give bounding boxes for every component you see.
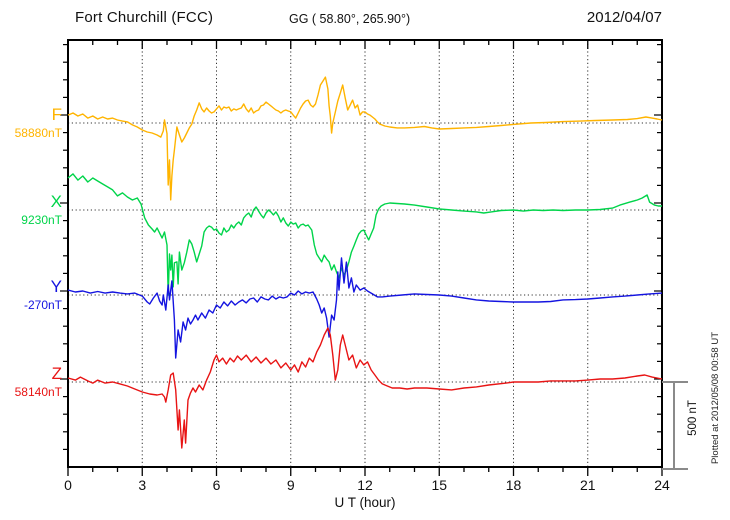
x-tick-label: 12	[357, 477, 373, 493]
x-tick-label: 18	[505, 477, 522, 493]
date-label: 2012/04/07	[586, 9, 662, 26]
component-label-y: Y	[50, 277, 62, 296]
x-axis-label: U T (hour)	[334, 495, 396, 510]
plotted-at-note: Plotted at 2012/05/08 00:58 UT	[710, 331, 721, 465]
scale-bar-label: 500 nT	[687, 400, 699, 436]
component-label-z: Z	[51, 364, 62, 383]
x-tick-label: 9	[286, 477, 295, 493]
station-title: Fort Churchill (FCC)	[75, 9, 214, 26]
component-label-x: X	[50, 192, 62, 211]
trace-z	[67, 327, 663, 449]
x-tick-label: 3	[138, 477, 147, 493]
trace-f	[67, 76, 663, 201]
component-baseline-x: 9230nT	[21, 213, 62, 227]
plot-frame	[67, 39, 663, 468]
geographic-coordinates: GG ( 58.80°, 265.90°)	[289, 12, 411, 26]
component-baseline-y: -270nT	[23, 298, 62, 312]
x-tick-label: 0	[64, 477, 72, 493]
x-tick-label: 21	[579, 477, 596, 493]
trace-y	[67, 257, 663, 359]
component-baseline-f: 58880nT	[14, 126, 62, 140]
component-baseline-z: 58140nT	[14, 385, 62, 399]
x-tick-label: 24	[654, 477, 670, 493]
x-tick-label: 6	[212, 477, 221, 493]
component-label-f: F	[51, 105, 62, 124]
x-tick-label: 15	[431, 477, 448, 493]
trace-x	[67, 173, 662, 296]
